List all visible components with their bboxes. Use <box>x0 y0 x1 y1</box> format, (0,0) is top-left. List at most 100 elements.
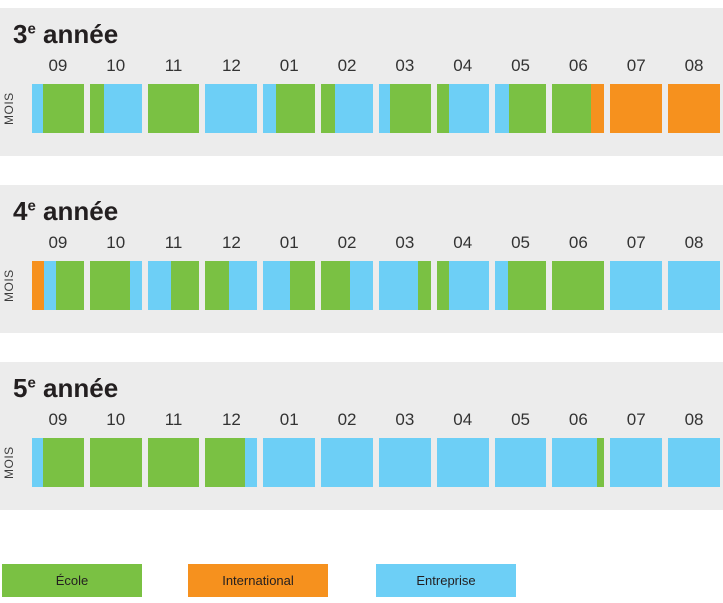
segment-entreprise <box>448 261 489 310</box>
segment-entreprise <box>229 261 258 310</box>
segment-entreprise <box>436 438 489 487</box>
segment-entreprise <box>335 84 373 133</box>
month-cell-12 <box>205 84 258 133</box>
month-cell-01 <box>263 438 316 487</box>
segment-ecole <box>147 438 200 487</box>
month-label-10: 10 <box>106 233 126 252</box>
month-label-10: 10 <box>106 410 126 429</box>
month-label-03: 03 <box>395 233 415 252</box>
month-cell-08 <box>668 261 720 310</box>
segment-entreprise <box>668 261 720 310</box>
month-cell-06 <box>552 261 605 310</box>
year-panel: 4e année MOIS 09 10 11 12 01 02 03 04 05 06 07 08 <box>0 185 723 333</box>
month-label-01: 01 <box>279 56 299 75</box>
month-cell-04 <box>436 84 489 133</box>
month-label-04: 04 <box>453 56 473 75</box>
year-ordinal-suffix: e <box>27 374 36 392</box>
segment-entreprise <box>552 438 598 487</box>
segment-ecole <box>89 84 104 133</box>
month-cell-12 <box>205 438 258 487</box>
segment-ecole <box>55 261 84 310</box>
segment-ecole <box>552 261 605 310</box>
segment-entreprise <box>448 84 489 133</box>
month-cell-04 <box>436 261 489 310</box>
segment-ecole <box>170 261 200 310</box>
segment-entreprise <box>349 261 373 310</box>
month-label-09: 09 <box>48 56 68 75</box>
segment-international <box>32 261 44 310</box>
year-title: 3e année <box>13 21 118 47</box>
segment-ecole <box>205 438 245 487</box>
segment-ecole <box>390 84 431 133</box>
month-label-06: 06 <box>568 56 588 75</box>
timeline-bar <box>32 84 720 133</box>
month-cell-05 <box>494 84 547 133</box>
segment-entreprise <box>494 84 509 133</box>
segment-entreprise <box>321 438 373 487</box>
month-label-12: 12 <box>221 410 241 429</box>
segment-entreprise <box>378 84 391 133</box>
month-cell-09 <box>32 84 84 133</box>
month-label-04: 04 <box>453 233 473 252</box>
month-labels-row: 09 10 11 12 01 02 03 04 05 06 07 08 <box>32 56 720 76</box>
year-title: 4e année <box>13 198 118 224</box>
segment-ecole <box>147 84 200 133</box>
segment-ecole <box>276 84 316 133</box>
segment-international <box>591 84 605 133</box>
mois-axis-label: MOIS <box>2 269 16 302</box>
month-cell-01 <box>263 261 316 310</box>
month-cell-02 <box>321 84 373 133</box>
segment-ecole <box>552 84 592 133</box>
segment-entreprise <box>129 261 142 310</box>
month-cell-11 <box>147 261 200 310</box>
segment-entreprise <box>494 261 508 310</box>
legend-item-ecole: École <box>2 564 142 597</box>
month-label-02: 02 <box>337 56 357 75</box>
segment-entreprise <box>263 438 316 487</box>
month-cell-01 <box>263 84 316 133</box>
month-cell-02 <box>321 261 373 310</box>
month-cell-03 <box>378 84 431 133</box>
legend-label-international: International <box>222 573 294 588</box>
segment-ecole <box>43 438 84 487</box>
month-label-06: 06 <box>568 410 588 429</box>
month-label-07: 07 <box>626 56 646 75</box>
segment-ecole <box>597 438 605 487</box>
month-label-12: 12 <box>221 233 241 252</box>
month-label-08: 08 <box>684 410 704 429</box>
segment-ecole <box>321 84 336 133</box>
segment-entreprise <box>244 438 258 487</box>
segment-entreprise <box>378 438 431 487</box>
segment-entreprise <box>43 261 56 310</box>
month-label-12: 12 <box>221 56 241 75</box>
month-labels-row: 09 10 11 12 01 02 03 04 05 06 07 08 <box>32 233 720 253</box>
month-cell-10 <box>89 84 142 133</box>
month-label-09: 09 <box>48 233 68 252</box>
month-cell-08 <box>668 438 720 487</box>
year-ordinal-suffix: e <box>27 20 36 38</box>
month-cell-08 <box>668 84 720 133</box>
month-cell-03 <box>378 438 431 487</box>
segment-ecole <box>89 438 142 487</box>
year-number: 4 <box>13 196 28 226</box>
segment-ecole <box>507 261 547 310</box>
month-cell-05 <box>494 438 547 487</box>
month-label-01: 01 <box>279 233 299 252</box>
mois-axis-label: MOIS <box>2 446 16 479</box>
month-label-02: 02 <box>337 233 357 252</box>
month-label-07: 07 <box>626 410 646 429</box>
month-cell-09 <box>32 261 84 310</box>
segment-entreprise <box>205 84 258 133</box>
year-panel: 3e année MOIS 09 10 11 12 01 02 03 04 05 06 07 08 <box>0 8 723 156</box>
month-cell-11 <box>147 438 200 487</box>
year-panel: 5e année MOIS 09 10 11 12 01 02 03 04 05 06 07 08 <box>0 362 723 510</box>
segment-ecole <box>321 261 350 310</box>
segment-entreprise <box>32 438 44 487</box>
month-label-01: 01 <box>279 410 299 429</box>
timeline-bar <box>32 261 720 310</box>
year-title: 5e année <box>13 375 118 401</box>
month-label-11: 11 <box>164 410 183 429</box>
segment-ecole <box>436 84 449 133</box>
timeline-bar <box>32 438 720 487</box>
month-labels-row: 09 10 11 12 01 02 03 04 05 06 07 08 <box>32 410 720 430</box>
